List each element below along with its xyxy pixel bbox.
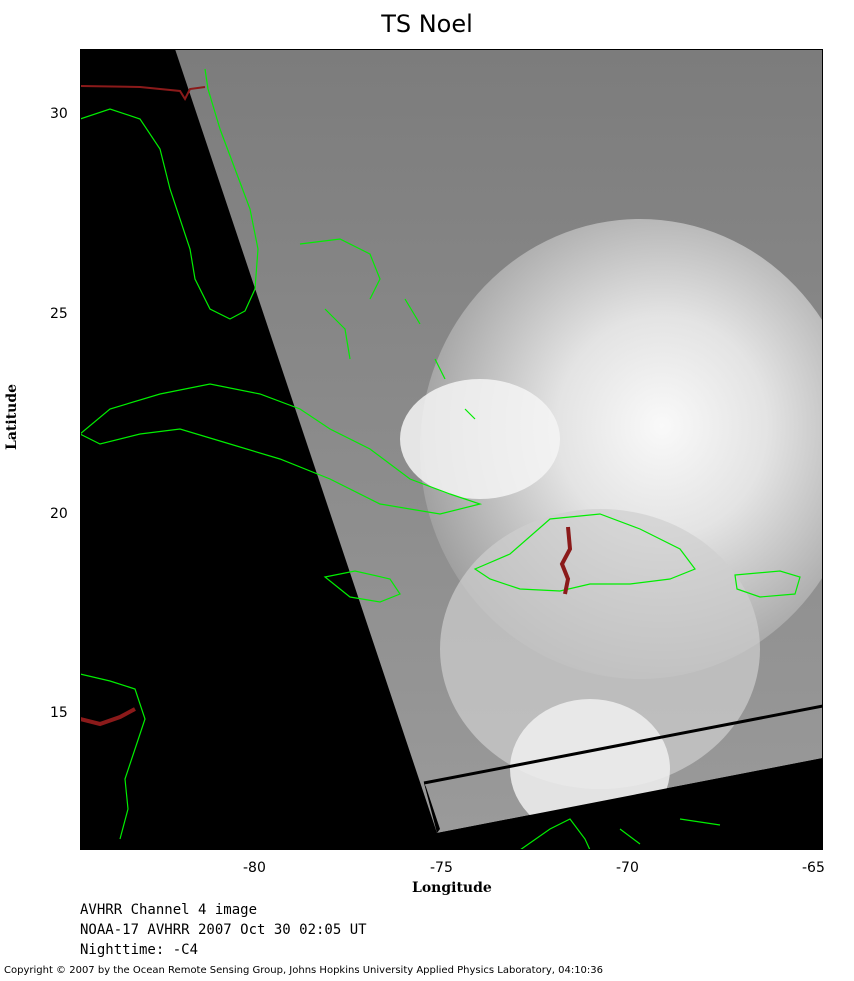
x-axis-label: Longitude — [412, 880, 492, 896]
south-america-coast — [519, 818, 721, 850]
info-line-2: NOAA-17 AVHRR 2007 Oct 30 02:05 UT — [80, 922, 367, 938]
copyright-notice: Copyright © 2007 by the Ocean Remote Sen… — [4, 965, 604, 976]
ytick-30: 30 — [50, 106, 68, 122]
florida-coast — [80, 68, 259, 320]
xtick-70: -70 — [616, 860, 639, 876]
cloud-band — [440, 509, 760, 789]
ytick-20: 20 — [50, 506, 68, 522]
jamaica-coast — [323, 570, 401, 603]
us-border — [80, 85, 206, 102]
swath-gap-line — [423, 704, 823, 785]
puerto-rico-coast — [734, 570, 801, 598]
xtick-80: -80 — [243, 860, 266, 876]
bahamas — [299, 238, 476, 420]
xtick-65: -65 — [802, 860, 825, 876]
central-america-coast — [80, 673, 146, 840]
info-line-3: Nighttime: -C4 — [80, 942, 199, 958]
y-axis-label: Latitude — [4, 383, 20, 450]
info-line-1: AVHRR Channel 4 image — [80, 902, 258, 918]
nicaragua-border — [80, 707, 136, 727]
map-title: TS Noel — [381, 10, 473, 38]
haiti-dr-border — [559, 526, 573, 595]
cuba-coast — [80, 383, 483, 515]
ytick-15: 15 — [50, 705, 68, 721]
map-frame — [80, 49, 823, 850]
ytick-25: 25 — [50, 306, 68, 322]
xtick-75: -75 — [430, 860, 453, 876]
hispaniola-coast — [473, 513, 696, 592]
satellite-map — [80, 49, 823, 850]
